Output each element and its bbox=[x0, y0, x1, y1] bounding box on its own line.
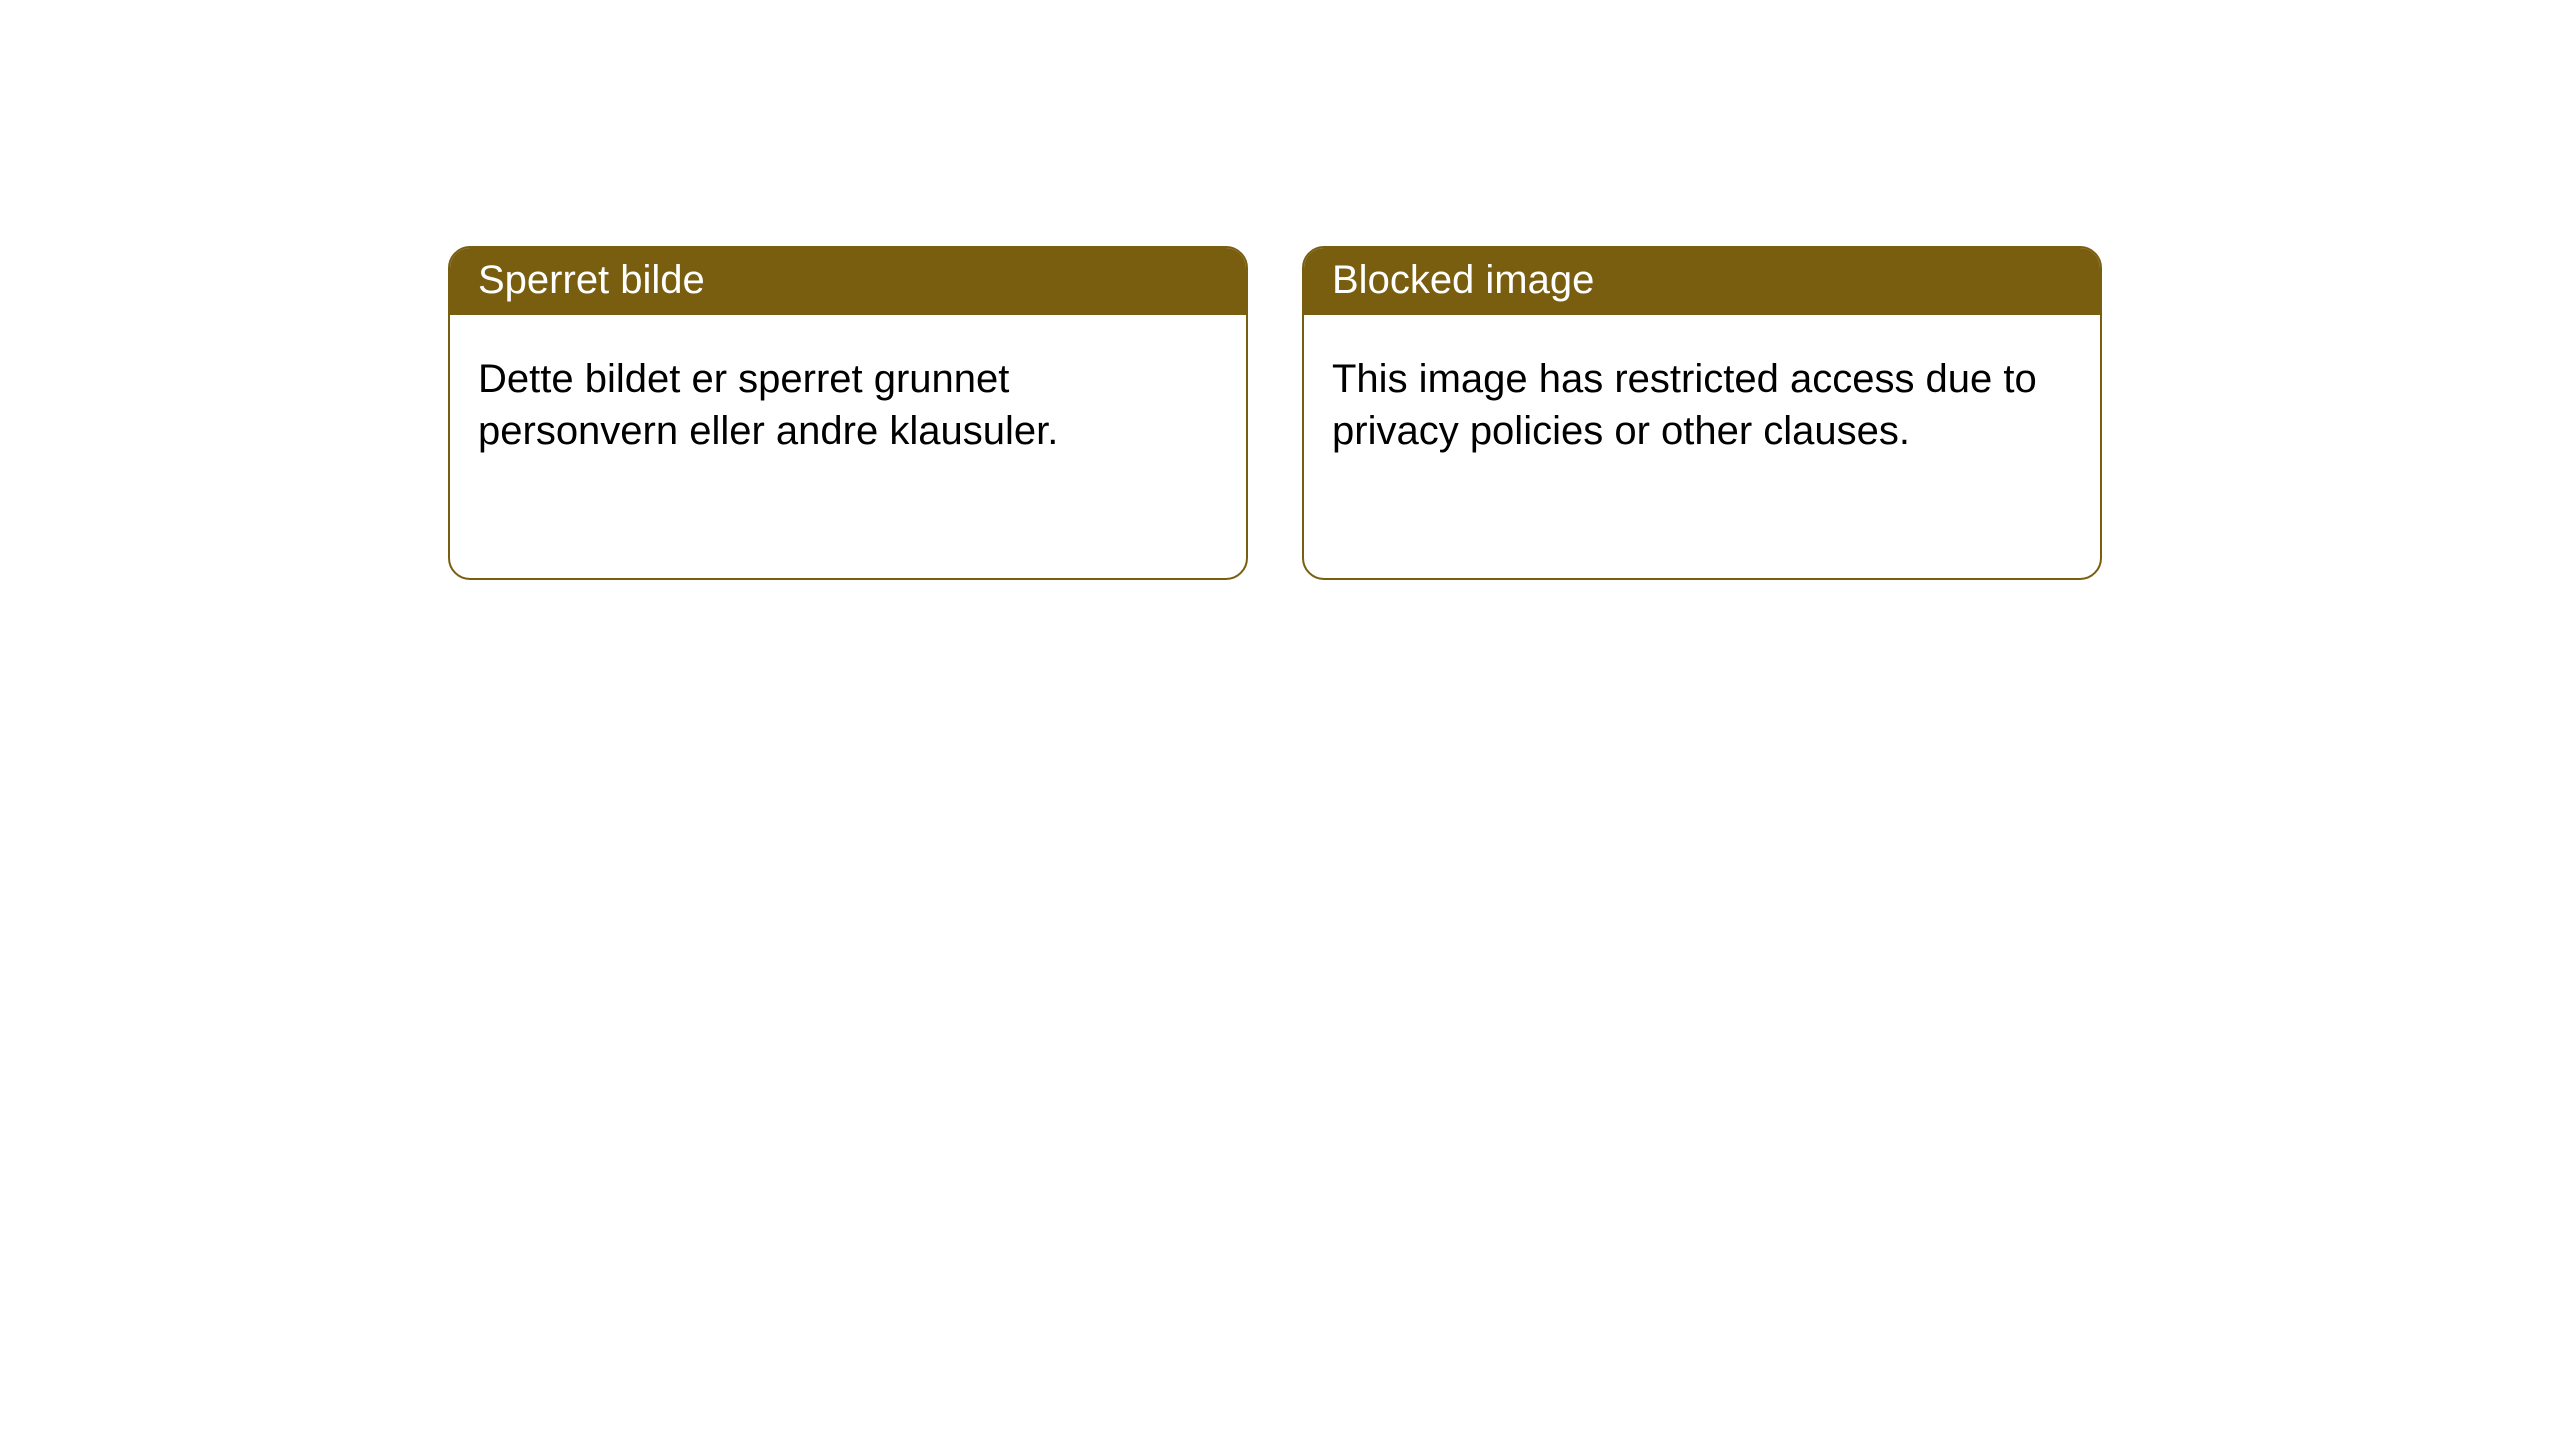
notice-box-english: Blocked image This image has restricted … bbox=[1302, 246, 2102, 580]
notice-title: Blocked image bbox=[1332, 258, 1594, 302]
notice-body-text: This image has restricted access due to … bbox=[1332, 357, 2037, 453]
notice-body: This image has restricted access due to … bbox=[1304, 315, 2100, 485]
notice-header: Sperret bilde bbox=[450, 248, 1246, 315]
notice-body-text: Dette bildet er sperret grunnet personve… bbox=[478, 357, 1058, 453]
notice-container: Sperret bilde Dette bildet er sperret gr… bbox=[448, 246, 2102, 580]
notice-title: Sperret bilde bbox=[478, 258, 705, 302]
notice-body: Dette bildet er sperret grunnet personve… bbox=[450, 315, 1246, 485]
notice-box-norwegian: Sperret bilde Dette bildet er sperret gr… bbox=[448, 246, 1248, 580]
notice-header: Blocked image bbox=[1304, 248, 2100, 315]
